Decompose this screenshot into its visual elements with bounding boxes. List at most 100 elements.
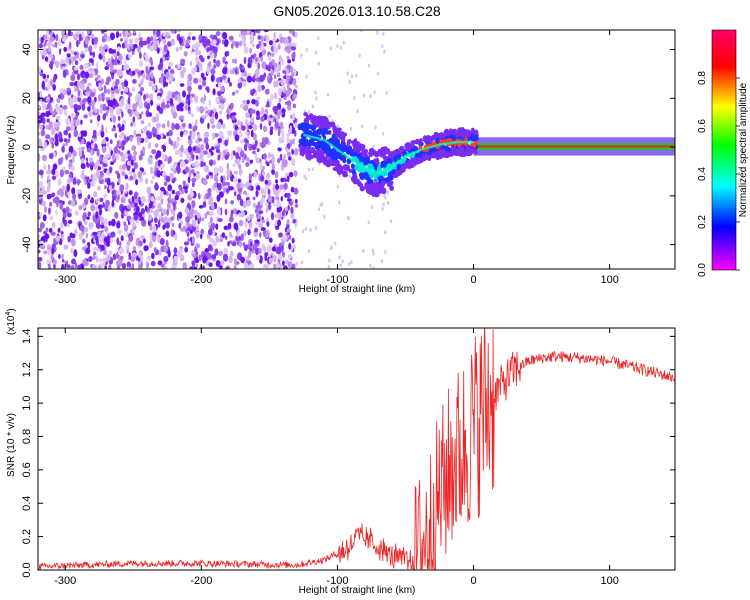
spectrogram-dot xyxy=(336,184,339,189)
spectrogram-dot xyxy=(168,61,173,67)
spectrogram-dot xyxy=(303,174,306,179)
spectrogram-dot xyxy=(292,30,296,37)
spectrogram-dot xyxy=(261,187,264,195)
ridge-blob xyxy=(424,137,429,143)
spectrogram-dot xyxy=(207,192,212,197)
spectrogram-dot xyxy=(82,238,86,244)
spectrogram-dot xyxy=(283,153,287,161)
spectrogram-dot xyxy=(212,108,217,113)
spectrogram-dot xyxy=(187,98,191,106)
spectrogram-dot xyxy=(276,246,282,255)
spectrogram-dot xyxy=(239,198,244,207)
spectrogram-dot xyxy=(248,221,253,228)
spectrogram-dot xyxy=(143,238,146,244)
spectrogram-dot xyxy=(194,65,197,72)
spectrogram-dot xyxy=(133,150,138,156)
spectrogram-dot xyxy=(47,84,51,92)
spectrogram-dot xyxy=(260,162,263,171)
spectrogram-dot xyxy=(288,128,292,135)
spectrogram-dot xyxy=(49,201,53,207)
spectrogram-dot xyxy=(256,44,260,50)
spectrogram-dot xyxy=(190,99,194,104)
spectrogram-dot xyxy=(327,264,330,269)
spectrogram-dot xyxy=(252,43,255,48)
ridge-blob xyxy=(301,138,305,146)
spectrogram-dot xyxy=(57,178,62,186)
spectrogram-dot xyxy=(127,266,130,269)
spectrogram-dot xyxy=(84,62,89,69)
spectrogram-dot xyxy=(88,45,93,53)
spectrogram-dot xyxy=(277,102,282,110)
spectrogram-dot xyxy=(266,100,270,107)
spectrogram-dot xyxy=(46,118,50,123)
ridge-blob xyxy=(389,170,396,175)
ridge-blob xyxy=(418,151,423,159)
snr-panel: -300 -200 -100 0 100 0.0 0.2 0.4 0.6 0.8 1.0 1.2 1.… xyxy=(5,308,676,596)
spectrogram-dot xyxy=(172,111,178,119)
spectrogram-dot xyxy=(124,87,129,93)
spectrogram-dot xyxy=(150,35,154,42)
spectrogram-dot xyxy=(163,216,168,224)
spectrogram-dot xyxy=(116,237,120,246)
spectrogram-dot xyxy=(207,252,212,260)
spectrogram-dot xyxy=(112,98,117,106)
spectrogram-dot xyxy=(66,87,71,92)
spectrogram-dot xyxy=(211,113,215,118)
spectrogram-dot xyxy=(126,204,132,210)
spectrogram-dot xyxy=(326,92,330,97)
spectrogram-dot xyxy=(46,244,52,248)
spectrogram-dot xyxy=(236,182,242,189)
spectrogram-dot xyxy=(243,143,248,152)
spectrogram-dot xyxy=(112,49,117,54)
spectrogram-dot xyxy=(60,233,64,238)
spectrogram-dot xyxy=(355,73,358,78)
spectrogram-dot xyxy=(121,124,125,131)
spectrogram-dot xyxy=(266,172,270,180)
spectrogram-dot xyxy=(92,246,98,251)
ridge-blob xyxy=(428,147,435,153)
spectrogram-dot xyxy=(93,36,99,45)
spectrogram-dot xyxy=(170,198,176,202)
spectrogram-dot xyxy=(191,162,196,167)
spectrogram-dot xyxy=(160,198,164,205)
spectrogram-dot xyxy=(307,249,311,254)
spectrogram-dot xyxy=(277,43,281,50)
spectrogram-dot xyxy=(47,249,52,256)
spectrogram-dot xyxy=(231,91,236,96)
spectrogram-dot xyxy=(95,132,99,137)
spectrogram-dot xyxy=(92,231,98,236)
spectrogram-dot xyxy=(249,159,254,164)
spectrogram-dot xyxy=(179,45,183,51)
spectrogram-dot xyxy=(222,67,228,75)
spectrogram-dot xyxy=(41,154,47,162)
spectrogram-dot xyxy=(271,52,275,58)
spectrogram-dot xyxy=(126,32,132,37)
spectrogram-dot xyxy=(276,262,280,269)
spectrogram-dot xyxy=(110,237,114,243)
spectrogram-dot xyxy=(140,87,144,92)
x-tick-label: -200 xyxy=(190,274,212,286)
spectrogram-dot xyxy=(207,122,210,129)
spectrogram-dot xyxy=(227,241,230,247)
spectrogram-dot xyxy=(185,216,191,223)
spectrogram-dot xyxy=(300,260,304,265)
spectrogram-dot xyxy=(260,56,264,62)
spectrogram-dot xyxy=(99,154,103,162)
spectrogram-dot xyxy=(160,217,165,223)
spectrogram-dot xyxy=(258,247,262,255)
spectrogram-dot xyxy=(191,236,196,245)
spectrogram-dot xyxy=(104,265,107,269)
spectrogram-dot xyxy=(252,243,257,251)
snr-series-line xyxy=(38,328,675,570)
spectrogram-dot xyxy=(135,179,139,186)
spectrogram-dot xyxy=(39,51,44,56)
spectrogram-dot xyxy=(175,149,180,156)
spectrogram-dot xyxy=(69,120,75,126)
spectrogram-dot xyxy=(178,185,183,192)
spectrogram-dot xyxy=(294,147,299,156)
spectrogram-dot xyxy=(371,205,374,210)
spectrogram-dot xyxy=(160,163,166,169)
ridge-blob xyxy=(367,163,374,171)
spectrogram-dot xyxy=(230,200,235,205)
spectrogram-dot xyxy=(139,216,144,221)
